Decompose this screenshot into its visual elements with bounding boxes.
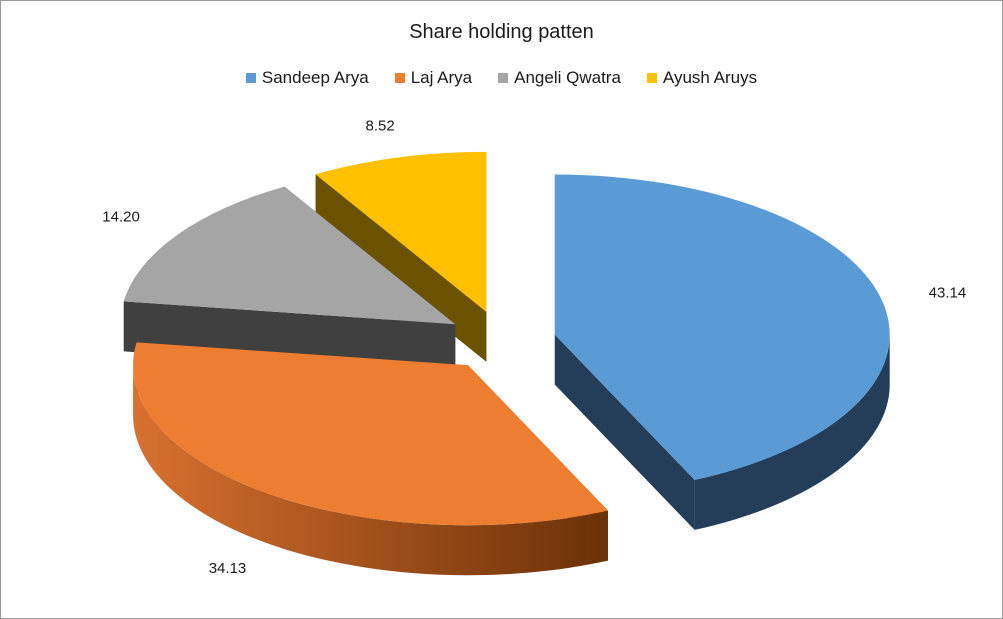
pie-data-labels: 43.14 34.13 14.20 8.52 xyxy=(102,118,966,577)
slice-wall-sandeep-arya-1 xyxy=(554,334,695,530)
pie-slices xyxy=(123,151,890,576)
data-label-ayush-aruys: 8.52 xyxy=(366,118,395,135)
legend-item-sandeep-arya: Sandeep Arya xyxy=(245,68,369,88)
data-label-sandeep-arya: 43.14 xyxy=(929,284,967,301)
legend-swatch-laj-arya xyxy=(394,73,405,83)
legend-label-angeli-qwatra: Angeli Qwatra xyxy=(514,68,621,87)
data-label-angeli-qwatra: 14.20 xyxy=(102,208,140,225)
slice-sandeep-arya xyxy=(554,174,890,530)
slice-side-laj-arya xyxy=(133,365,608,576)
chart-title: Share holding patten xyxy=(409,21,594,43)
legend-label-laj-arya: Laj Arya xyxy=(410,68,473,87)
legend-label-sandeep-arya: Sandeep Arya xyxy=(261,68,369,87)
slice-top-ayush-aruys xyxy=(315,151,487,312)
legend-item-angeli-qwatra: Angeli Qwatra xyxy=(498,68,621,88)
legend-item-ayush-aruys: Ayush Aruys xyxy=(646,68,758,88)
slice-top-laj-arya xyxy=(133,342,608,526)
slice-top-angeli-qwatra xyxy=(123,186,456,325)
legend-swatch-angeli-qwatra xyxy=(498,73,509,83)
legend-swatch-ayush-aruys xyxy=(646,73,657,83)
legend: Sandeep Arya Laj Arya Angeli Qwatra Ayus… xyxy=(1,68,1002,88)
legend-swatch-sandeep-arya xyxy=(245,73,256,83)
legend-item-laj-arya: Laj Arya xyxy=(394,68,473,88)
slice-laj-arya xyxy=(133,342,608,576)
legend-label-ayush-aruys: Ayush Aruys xyxy=(662,68,758,87)
slice-top-sandeep-arya xyxy=(554,174,890,480)
slice-side-sandeep-arya xyxy=(694,334,890,530)
data-label-laj-arya: 34.13 xyxy=(209,560,247,577)
